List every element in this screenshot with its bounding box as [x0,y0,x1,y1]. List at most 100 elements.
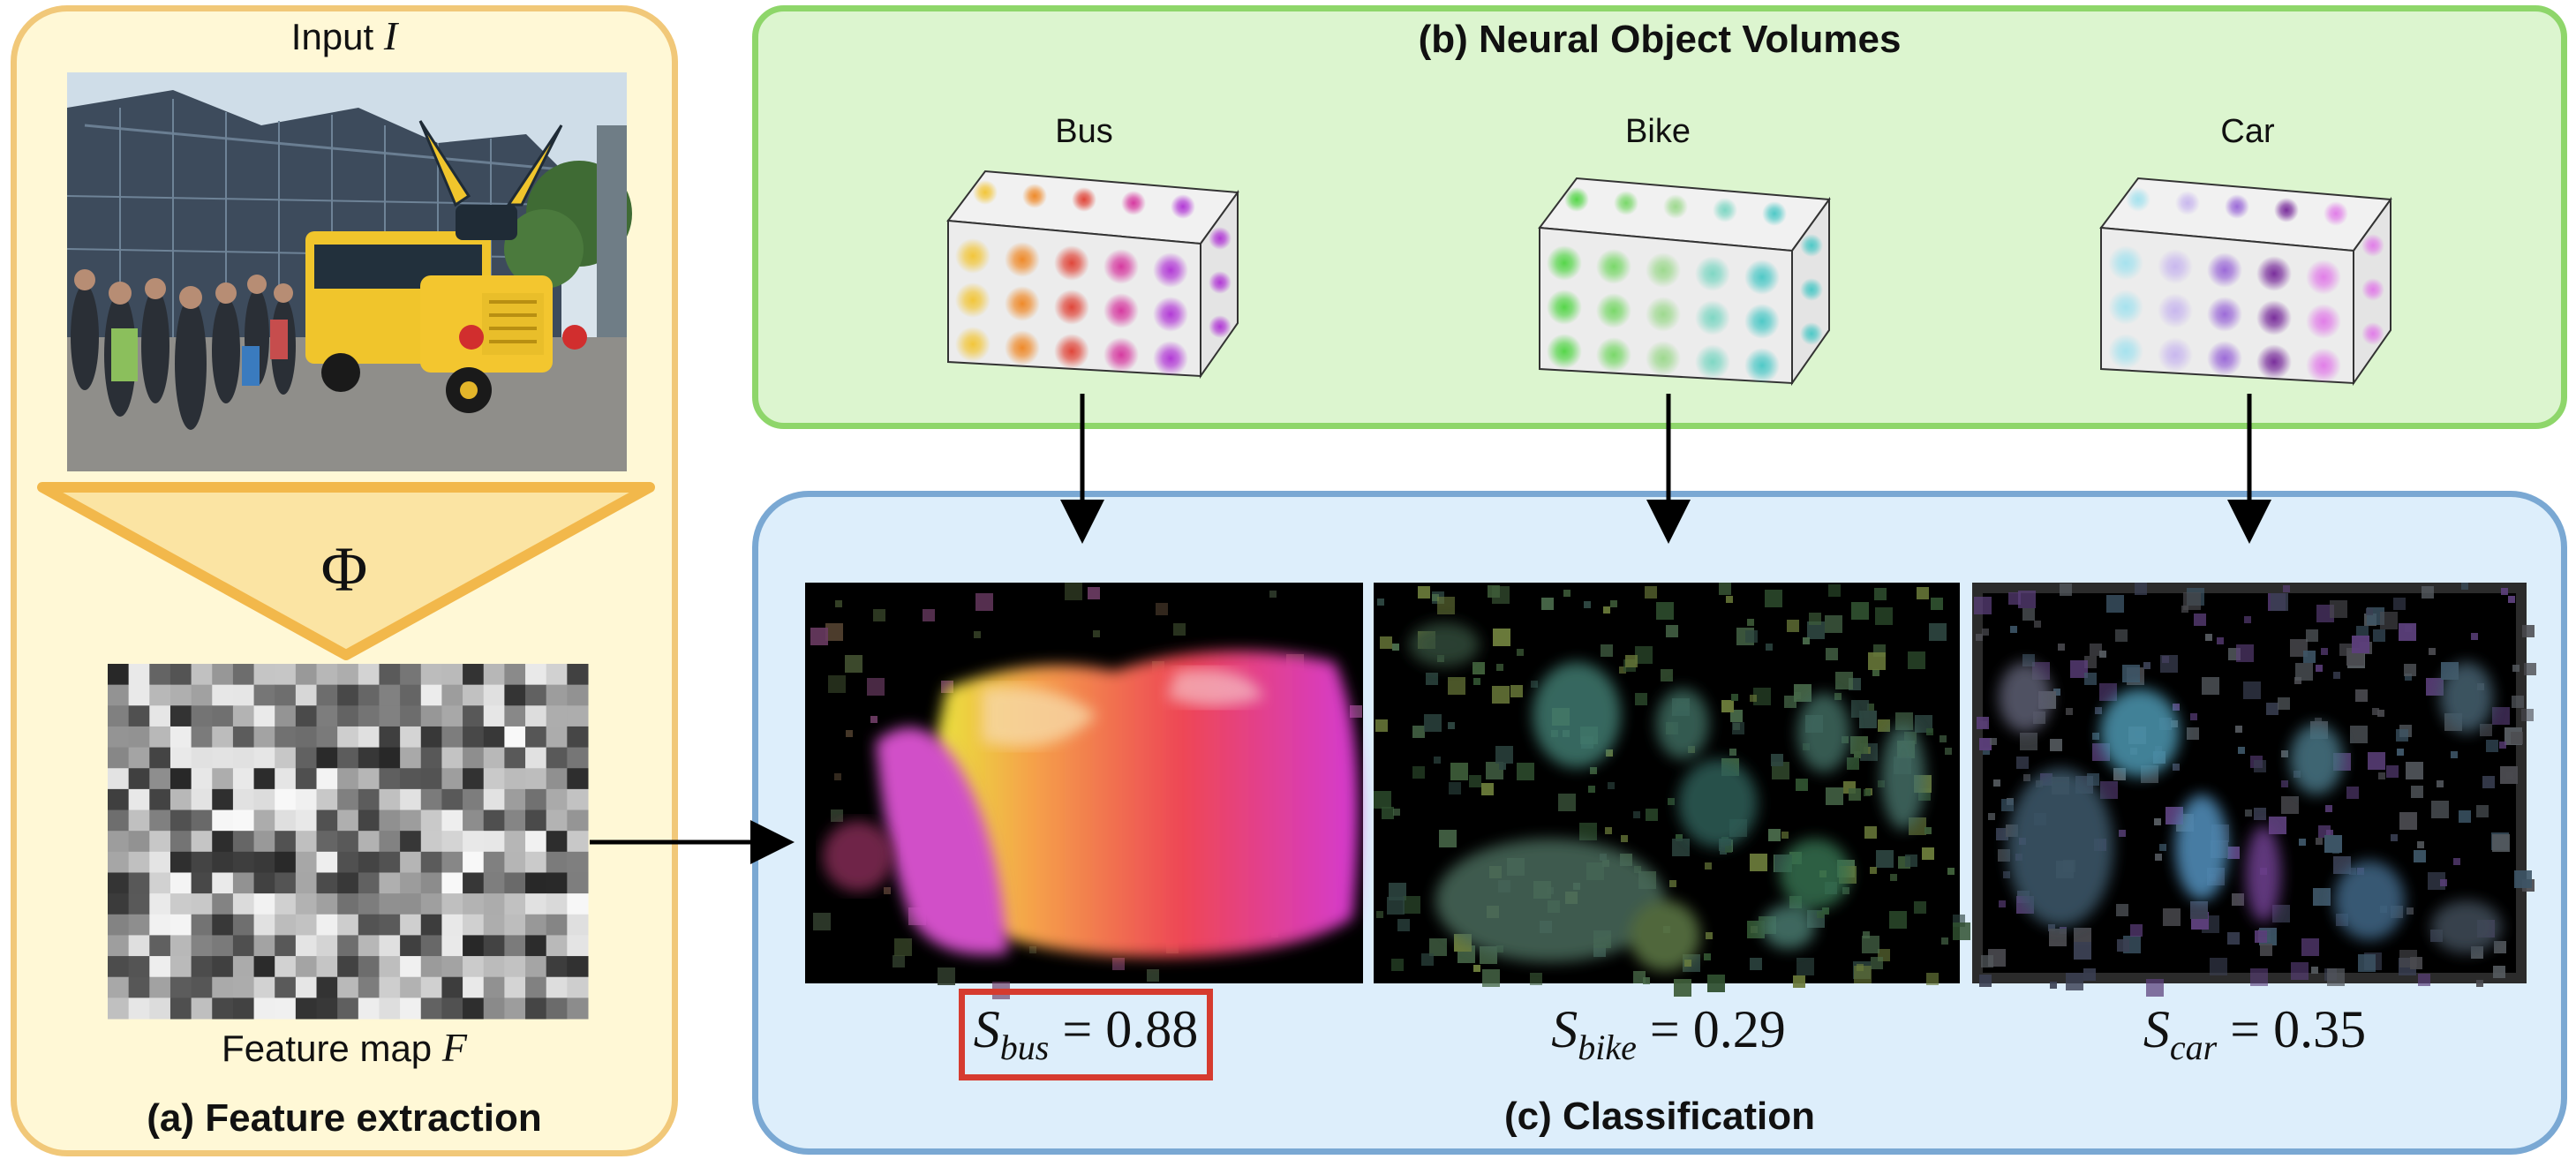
activation-pixel [1847,757,1859,770]
activation-pixel [1448,722,1455,729]
feature-cell [483,684,505,706]
feature-cell [169,684,192,706]
feature-cell [420,935,442,957]
activation-pixel [1668,798,1675,805]
feature-cell [504,893,526,915]
feature-cell [316,976,338,998]
activation-pixel [2418,974,2430,986]
feature-cell [169,851,192,873]
feature-cell [525,935,547,957]
activation-pixel [1908,651,1925,669]
activation-pixel [2406,762,2423,779]
feature-cell [358,914,380,936]
feature-cell [400,768,422,790]
feature-cell [546,809,568,832]
feature-extraction-title: (a) Feature extraction [147,1096,542,1140]
activation-pixel [1666,625,1678,637]
volume-dot [1646,341,1681,376]
activation-pixel [2048,924,2055,931]
activation-pixel [1878,780,1885,787]
feature-cell [420,872,442,894]
feature-cell [504,809,526,832]
feature-cell [275,935,297,957]
feature-cell [191,747,213,769]
activation-pixel [2135,583,2147,595]
feature-cell [128,914,150,936]
feature-cell [525,726,547,749]
activation-pixel [2358,954,2376,972]
activation-pixel [923,609,935,621]
feature-cell [191,664,213,686]
feature-cell [149,893,171,915]
activation-pixel [1940,735,1947,742]
activation-pixel [1817,911,1824,918]
activation-pixel [2099,683,2117,701]
activation-pixel [1796,958,1814,975]
feature-cell [504,831,526,853]
activation-pixel [2173,764,2180,771]
activation-pixel [1771,754,1783,766]
feature-cell [275,893,297,915]
feature-cell [546,956,568,978]
feature-cell [483,998,505,1020]
activation-pixel [1826,787,1843,805]
activation-pixel [1643,977,1650,984]
activation-pixel [1473,662,1485,674]
feature-cell [483,872,505,894]
feature-cell [275,831,297,853]
activation-pixel [1983,748,1990,755]
feature-cell [275,705,297,727]
activation-pixel [846,730,853,737]
feature-cell [567,872,589,894]
feature-cell [525,788,547,811]
feature-map-label: Feature map F [222,1025,467,1070]
feature-cell [546,705,568,727]
feature-cell [441,768,463,790]
volume-dot [1054,334,1089,369]
feature-cell [108,664,130,686]
activation-pixel [2146,979,2164,997]
feature-cell [149,976,171,998]
feature-cell [108,893,130,915]
volume-dot [1695,300,1730,335]
activation-pixel [2355,689,2368,702]
activation-pixel [2217,637,2224,644]
feature-cell [525,684,547,706]
feature-cell [232,872,255,894]
activation-pixel [1868,652,1886,670]
activation-pixel [2272,905,2290,922]
activation-pixel [1787,620,1799,632]
feature-cell [316,851,338,873]
feature-cell [149,684,171,706]
activation-pixel [2232,893,2244,906]
volume-dot [1005,242,1040,277]
activation-pixel [1981,955,1993,967]
activation-pixel [2083,968,2096,981]
activation-pixel [2508,596,2515,603]
feature-cell [567,664,589,686]
feature-cell [316,893,338,915]
feature-cell [212,998,234,1020]
activation-pixel [2099,651,2106,658]
activation-pixel [1976,634,1983,641]
activation-pixel [1601,644,1613,657]
input-image [66,72,632,471]
feature-cell [420,809,442,832]
feature-cell [358,726,380,749]
activation-pixel [2461,583,2468,590]
activation-pixel [974,631,981,638]
feature-cell [149,872,171,894]
feature-cell [567,788,589,811]
feature-cell [253,976,275,998]
feature-cell [483,747,505,769]
feature-cell [379,726,401,749]
activation-pixel [1065,583,1082,600]
activation-pixel [2410,957,2422,969]
volume-dot [2256,300,2292,335]
feature-cell [295,726,318,749]
feature-cell [483,851,505,873]
activation-pixel [1392,644,1399,651]
activation-pixel [1610,600,1617,607]
feature-cell [525,998,547,1020]
feature-cell [169,726,192,749]
